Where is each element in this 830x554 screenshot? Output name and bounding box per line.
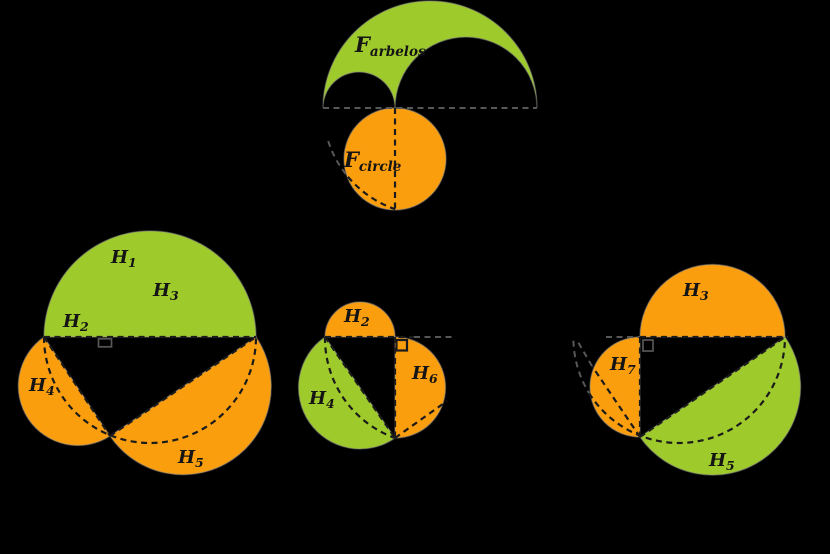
label-h7: H7 [609, 354, 636, 377]
label-h4: H4 [308, 388, 335, 411]
halfdisk-h2-region [324, 301, 396, 338]
label-f-circle: Fcircle [343, 147, 402, 175]
right-angle-marker [642, 339, 654, 352]
figure-arbelos-and-circle: Farbelos Fcircle [322, 0, 538, 211]
label-h5: H5 [177, 447, 204, 470]
right-angle-marker [395, 338, 409, 352]
big-circle-arc-dashed-on-black [572, 340, 590, 394]
figure-pythagoras-left: H2 H4 H6 [297, 301, 452, 450]
halfdisk-h4-region [297, 336, 396, 450]
halfdisk-h3-region [639, 263, 786, 338]
label-h1: H1 [110, 247, 137, 270]
label-f-arbelos: Farbelos [354, 32, 426, 60]
figure-halfdisk-decomposition: H1 H3 H2 H4 H5 [17, 230, 272, 476]
figure-pythagoras-right: H3 H7 H5 [572, 263, 802, 476]
outer-arc-dashed-on-circle [347, 176, 396, 211]
label-h3: H3 [152, 280, 179, 303]
chord-da-dashed [591, 365, 641, 438]
label-h3: H3 [682, 280, 709, 303]
label-h5: H5 [708, 450, 735, 473]
right-angle-marker [97, 337, 113, 348]
chord-da-dashed-on-black [577, 341, 593, 367]
halfdisk-h5-region [109, 336, 272, 476]
arbelos-region [322, 0, 538, 109]
label-h6: H6 [411, 363, 438, 386]
label-h2: H2 [62, 311, 89, 334]
label-h4: H4 [28, 375, 55, 398]
chord-dc-dashed [394, 400, 448, 439]
halfdisk-h5-region [639, 336, 802, 476]
halfdisk-h7-region [589, 336, 641, 438]
chord-ap-dashed [43, 336, 111, 437]
outer-arc-dashed-on-black [327, 140, 349, 178]
halfdisk-h6-region [394, 336, 447, 439]
halfdisk-h4-region [17, 336, 111, 447]
halfdisk-h1-region [43, 230, 257, 338]
label-h2: H2 [343, 306, 370, 329]
chord-dc-dashed [639, 336, 786, 438]
chord-pc-dashed [109, 336, 257, 437]
big-circle-arc-dashed [323, 336, 396, 440]
